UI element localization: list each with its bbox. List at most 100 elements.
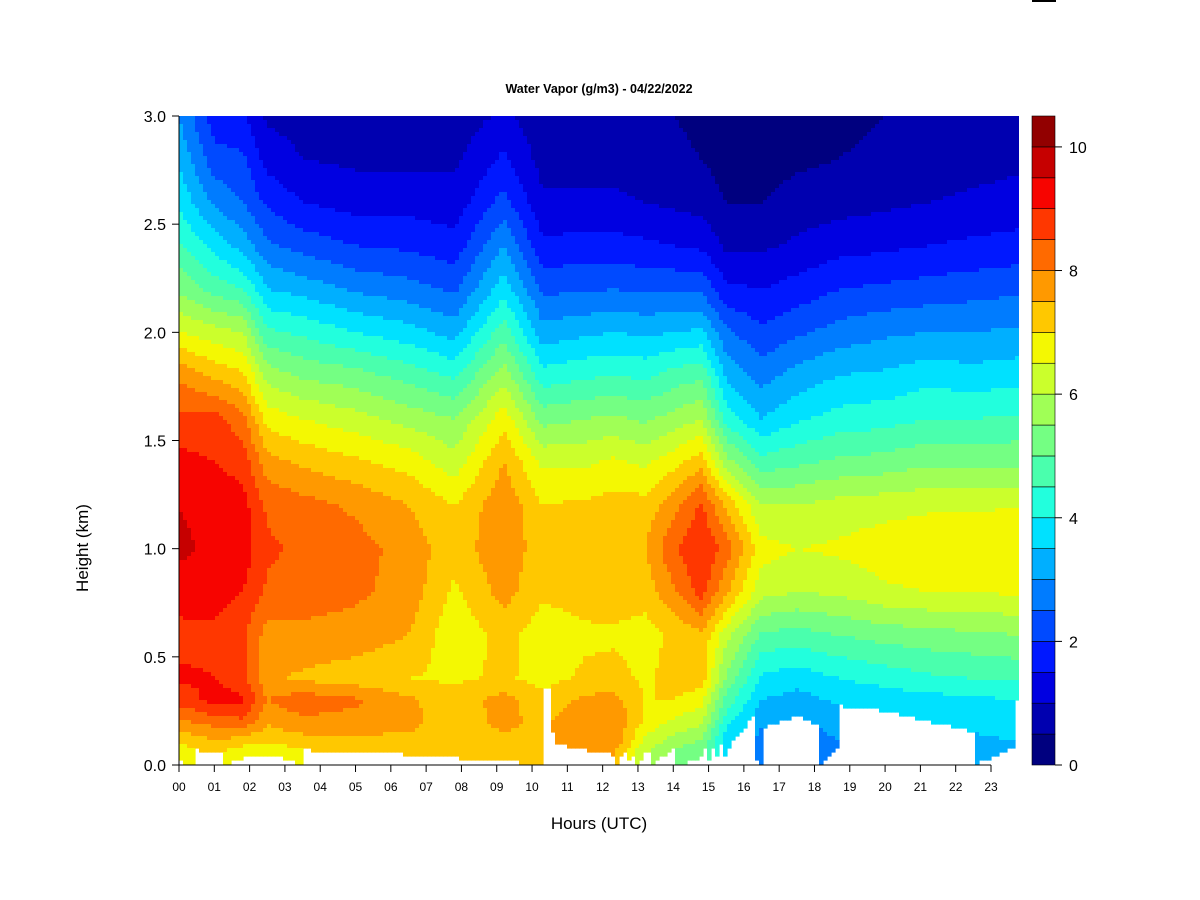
heatmap-cell <box>631 400 636 421</box>
heatmap-cell <box>507 284 512 309</box>
heatmap-cell <box>203 736 208 753</box>
heatmap-cell <box>223 608 228 689</box>
heatmap-cell <box>607 692 612 753</box>
heatmap-cell <box>1003 740 1008 753</box>
heatmap-cell <box>819 652 824 673</box>
heatmap-cell <box>935 360 940 389</box>
heatmap-cell <box>619 700 624 745</box>
heatmap-cell <box>307 400 312 421</box>
heatmap-cell <box>607 288 612 313</box>
heatmap-cell <box>791 468 796 489</box>
heatmap-cell <box>235 268 240 289</box>
heatmap-cell <box>899 424 904 449</box>
heatmap-cell <box>463 276 468 305</box>
heatmap-cell <box>431 464 436 493</box>
heatmap-cell <box>859 660 864 685</box>
heatmap-cell <box>415 480 420 521</box>
heatmap-cell <box>731 488 736 501</box>
heatmap-cell <box>343 368 348 389</box>
heatmap-cell <box>815 416 820 441</box>
heatmap-cell <box>887 688 892 713</box>
heatmap-cell <box>275 620 280 697</box>
heatmap-cell <box>339 712 344 737</box>
heatmap-cell <box>771 116 776 193</box>
heatmap-cell <box>871 604 876 625</box>
heatmap-cell <box>743 524 748 581</box>
heatmap-cell <box>247 736 252 745</box>
heatmap-cell <box>279 552 284 621</box>
heatmap-cell <box>651 748 656 765</box>
heatmap-cell <box>511 728 516 761</box>
heatmap-cell <box>831 656 836 677</box>
heatmap-cell <box>419 676 424 681</box>
heatmap-cell <box>239 704 244 721</box>
heatmap-cell <box>583 656 588 697</box>
heatmap-cell <box>799 444 804 465</box>
heatmap-cell <box>799 648 804 669</box>
heatmap-cell <box>1003 296 1008 329</box>
heatmap-cell <box>675 468 680 489</box>
heatmap-cell <box>279 392 284 413</box>
heatmap-cell <box>779 696 784 721</box>
heatmap-cell <box>479 252 484 281</box>
heatmap-cell <box>587 316 592 337</box>
heatmap-cell <box>243 356 248 377</box>
heatmap-cell <box>683 600 688 625</box>
heatmap-cell <box>687 424 692 441</box>
heatmap-cell <box>551 296 556 321</box>
heatmap-cell <box>1003 232 1008 269</box>
heatmap-cell <box>179 124 184 173</box>
heatmap-cell <box>971 488 976 513</box>
heatmap-cell <box>347 168 352 213</box>
heatmap-cell <box>951 332 956 361</box>
heatmap-cell <box>279 184 284 217</box>
heatmap-cell <box>971 592 976 613</box>
heatmap-cell <box>319 448 324 473</box>
heatmap-cell <box>219 728 224 741</box>
heatmap-cell <box>267 408 272 429</box>
heatmap-cell <box>619 416 624 441</box>
x-tick-label: 22 <box>949 780 963 794</box>
heatmap-cell <box>859 476 864 497</box>
heatmap-cell <box>207 412 212 461</box>
heatmap-cell <box>699 484 704 505</box>
heatmap-cell <box>759 388 764 421</box>
heatmap-cell <box>871 312 876 341</box>
heatmap-cell <box>311 736 316 753</box>
heatmap-cell <box>479 468 484 513</box>
heatmap-cell <box>903 424 908 449</box>
heatmap-cell <box>187 684 192 709</box>
x-tick-label: 16 <box>737 780 751 794</box>
heatmap-cell <box>207 716 212 725</box>
colorbar-tick-label: 10 <box>1069 140 1087 157</box>
heatmap-cell <box>747 632 752 653</box>
heatmap-cell <box>363 296 368 317</box>
heatmap-cell <box>231 348 236 369</box>
heatmap-cell <box>755 684 760 709</box>
heatmap-cell <box>803 392 808 421</box>
heatmap-cell <box>495 228 500 257</box>
heatmap-cell <box>767 632 772 653</box>
heatmap-cell <box>967 512 972 593</box>
heatmap-cell <box>383 400 388 421</box>
heatmap-cell <box>547 388 552 405</box>
heatmap-cell <box>735 284 740 313</box>
heatmap-cell <box>463 600 468 681</box>
heatmap-cell <box>879 340 884 373</box>
heatmap-cell <box>199 116 204 145</box>
heatmap-cell <box>615 188 620 233</box>
heatmap-cell <box>947 592 952 613</box>
heatmap-cell <box>919 692 924 721</box>
heatmap-cell <box>999 360 1004 389</box>
heatmap-cell <box>371 216 376 249</box>
heatmap-cell <box>467 344 472 365</box>
heatmap-cell <box>379 736 384 753</box>
heatmap-cell <box>495 480 500 601</box>
heatmap-cell <box>579 316 584 337</box>
heatmap-cell <box>855 316 860 345</box>
heatmap-cell <box>715 624 720 649</box>
heatmap-cell <box>387 468 392 497</box>
heatmap-cell <box>191 724 196 737</box>
heatmap-cell <box>239 748 244 761</box>
heatmap-cell <box>1011 440 1016 469</box>
